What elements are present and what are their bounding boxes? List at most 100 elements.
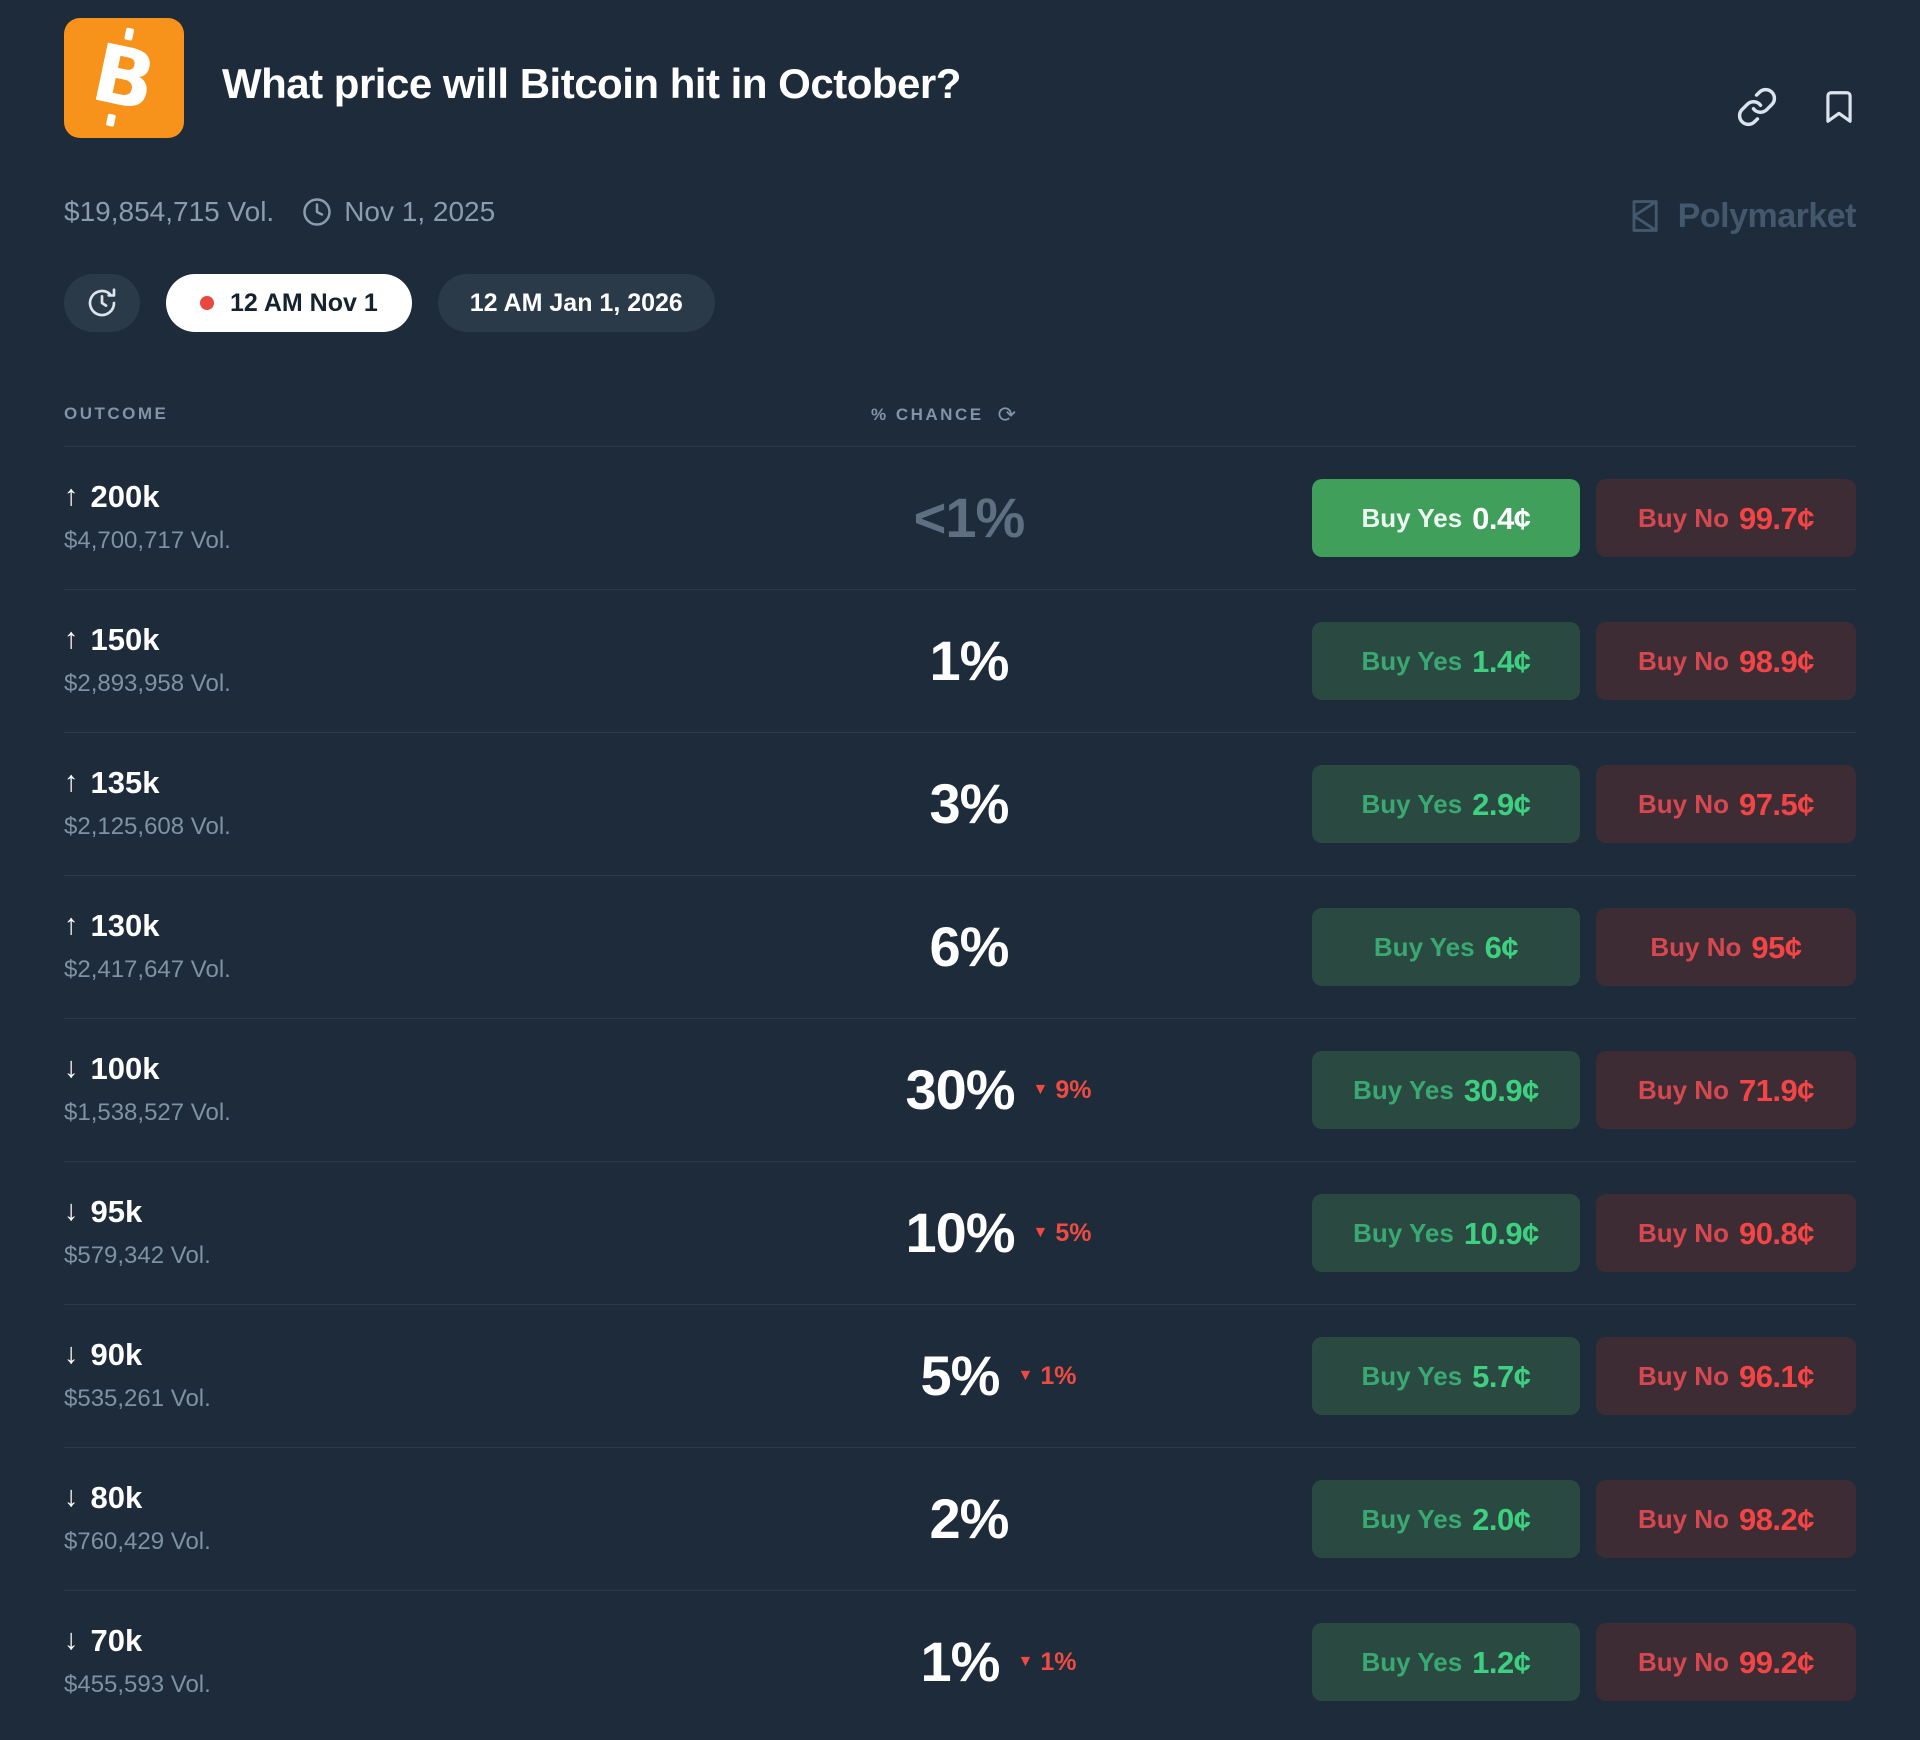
direction-arrow-icon: ↓ (64, 1624, 79, 1656)
table-row: ↑ 200k $4,700,717 Vol. <1% ▼ Buy Yes 0.4… (64, 447, 1856, 590)
direction-arrow-icon: ↓ (64, 1195, 79, 1227)
outcome-cell[interactable]: ↑ 150k $2,893,958 Vol. (64, 624, 231, 698)
outcome-cell[interactable]: ↓ 100k $1,538,527 Vol. (64, 1053, 231, 1127)
chance-cell: 3% ▼ (704, 733, 1234, 875)
outcome-label: 80k (90, 1480, 143, 1515)
buy-yes-button[interactable]: Buy Yes 2.0¢ (1312, 1480, 1580, 1558)
outcome-name: ↑ 150k (64, 624, 231, 655)
bitcoin-tick-bottom (105, 113, 117, 127)
table-row: ↑ 135k $2,125,608 Vol. 3% ▼ Buy Yes 2.9¢… (64, 733, 1856, 876)
outcome-volume: $1,538,527 Vol. (64, 1099, 231, 1126)
direction-arrow-icon: ↑ (64, 623, 79, 655)
chance-cell: 10% ▼ 5% (704, 1162, 1234, 1304)
direction-arrow-icon: ↑ (64, 766, 79, 798)
clock-icon (302, 197, 332, 227)
top-actions (1736, 86, 1858, 128)
outcome-name: ↓ 100k (64, 1053, 231, 1084)
table-row: ↓ 90k $535,261 Vol. 5% ▼ 1% Buy Yes 5.7¢… (64, 1305, 1856, 1448)
timeline-start-label: 12 AM Nov 1 (230, 288, 378, 317)
buy-yes-button[interactable]: Buy Yes 1.4¢ (1312, 622, 1580, 700)
chance-percent: 6% (929, 915, 1010, 978)
outcome-name: ↓ 80k (64, 1482, 211, 1513)
chance-cell: 6% ▼ (704, 876, 1234, 1018)
outcome-label: 200k (90, 479, 160, 514)
buy-no-button[interactable]: Buy No 97.5¢ (1596, 765, 1856, 843)
buy-yes-button[interactable]: Buy Yes 2.9¢ (1312, 765, 1580, 843)
outcome-cell[interactable]: ↓ 80k $760,429 Vol. (64, 1482, 211, 1556)
outcome-cell[interactable]: ↑ 200k $4,700,717 Vol. (64, 481, 231, 555)
outcome-volume: $2,417,647 Vol. (64, 956, 231, 983)
buy-no-button[interactable]: Buy No 71.9¢ (1596, 1051, 1856, 1129)
page-title: What price will Bitcoin hit in October? (222, 60, 961, 107)
bitcoin-icon: B (64, 18, 184, 138)
outcome-cell[interactable]: ↓ 90k $535,261 Vol. (64, 1339, 211, 1413)
outcome-cell[interactable]: ↑ 130k $2,417,647 Vol. (64, 910, 231, 984)
buy-yes-button[interactable]: Buy Yes 5.7¢ (1312, 1337, 1580, 1415)
table-header: OUTCOME % CHANCE ⟳ (64, 398, 1856, 446)
outcome-table-body: ↑ 200k $4,700,717 Vol. <1% ▼ Buy Yes 0.4… (64, 446, 1856, 1733)
table-row: ↓ 70k $455,593 Vol. 1% ▼ 1% Buy Yes 1.2¢… (64, 1591, 1856, 1733)
buy-no-button[interactable]: Buy No 99.2¢ (1596, 1623, 1856, 1701)
outcome-name: ↑ 135k (64, 767, 231, 798)
down-triangle-icon: ▼ (1032, 1081, 1049, 1098)
link-icon (1736, 86, 1778, 128)
outcome-label: 130k (90, 908, 160, 943)
outcome-name: ↓ 95k (64, 1196, 211, 1227)
chance-percent: 1% (929, 629, 1010, 692)
chance-change-value: 1% (1040, 1361, 1077, 1390)
buy-yes-button[interactable]: Buy Yes 10.9¢ (1312, 1194, 1580, 1272)
chance-percent: 30% (905, 1058, 1015, 1121)
buy-no-button[interactable]: Buy No 99.7¢ (1596, 479, 1856, 557)
history-button[interactable] (64, 274, 140, 332)
buy-no-button[interactable]: Buy No 95¢ (1596, 908, 1856, 986)
timeline-end-pill[interactable]: 12 AM Jan 1, 2026 (437, 274, 715, 332)
chance-percent: 10% (905, 1201, 1015, 1264)
outcome-volume: $535,261 Vol. (64, 1385, 211, 1412)
chance-percent: <1% (913, 486, 1026, 549)
buy-yes-button[interactable]: Buy Yes 6¢ (1312, 908, 1580, 986)
bookmark-button[interactable] (1820, 86, 1858, 128)
outcome-cell[interactable]: ↓ 95k $579,342 Vol. (64, 1196, 211, 1270)
chance-cell: 5% ▼ 1% (704, 1305, 1234, 1447)
chance-cell: 30% ▼ 9% (704, 1019, 1234, 1161)
outcome-name: ↓ 90k (64, 1339, 211, 1370)
outcome-label: 95k (90, 1194, 143, 1229)
outcome-volume: $2,893,958 Vol. (64, 670, 231, 697)
buy-no-button[interactable]: Buy No 98.9¢ (1596, 622, 1856, 700)
market-meta: $19,854,715 Vol. Nov 1, 2025 (64, 196, 495, 228)
chance-cell: 2% ▼ (704, 1448, 1234, 1590)
direction-arrow-icon: ↓ (64, 1052, 79, 1084)
outcome-cell[interactable]: ↑ 135k $2,125,608 Vol. (64, 767, 231, 841)
buy-no-button[interactable]: Buy No 98.2¢ (1596, 1480, 1856, 1558)
buy-yes-button[interactable]: Buy Yes 30.9¢ (1312, 1051, 1580, 1129)
outcome-label: 100k (90, 1051, 160, 1086)
outcome-label: 70k (90, 1623, 143, 1658)
history-clock-icon (86, 287, 118, 319)
buy-no-button[interactable]: Buy No 90.8¢ (1596, 1194, 1856, 1272)
buy-no-button[interactable]: Buy No 96.1¢ (1596, 1337, 1856, 1415)
table-row: ↓ 80k $760,429 Vol. 2% ▼ Buy Yes 2.0¢ Bu… (64, 1448, 1856, 1591)
polymarket-logo-text: Polymarket (1677, 196, 1857, 235)
buy-yes-button[interactable]: Buy Yes 1.2¢ (1312, 1623, 1580, 1701)
timeline-start-pill[interactable]: 12 AM Nov 1 (166, 274, 412, 332)
refresh-icon[interactable]: ⟳ (997, 402, 1016, 427)
chance-cell: 1% ▼ 1% (704, 1591, 1234, 1733)
polymarket-logo-icon (1624, 196, 1664, 236)
buy-yes-button[interactable]: Buy Yes 0.4¢ (1312, 479, 1580, 557)
direction-arrow-icon: ↓ (64, 1338, 79, 1370)
direction-arrow-icon: ↓ (64, 1481, 79, 1513)
down-triangle-icon: ▼ (1017, 1653, 1034, 1670)
bookmark-icon (1820, 86, 1858, 128)
copy-link-button[interactable] (1736, 86, 1778, 128)
total-volume: $19,854,715 Vol. (64, 196, 275, 227)
direction-arrow-icon: ↑ (64, 480, 79, 512)
chance-percent: 5% (920, 1344, 1001, 1407)
outcome-label: 135k (90, 765, 160, 800)
outcome-name: ↑ 200k (64, 481, 231, 512)
direction-arrow-icon: ↑ (64, 909, 79, 941)
table-row: ↓ 100k $1,538,527 Vol. 30% ▼ 9% Buy Yes … (64, 1019, 1856, 1162)
timeline-pills: 12 AM Nov 1 12 AM Jan 1, 2026 (64, 274, 715, 332)
outcome-cell[interactable]: ↓ 70k $455,593 Vol. (64, 1625, 211, 1699)
chance-change-value: 5% (1055, 1218, 1092, 1247)
outcome-label: 90k (90, 1337, 143, 1372)
